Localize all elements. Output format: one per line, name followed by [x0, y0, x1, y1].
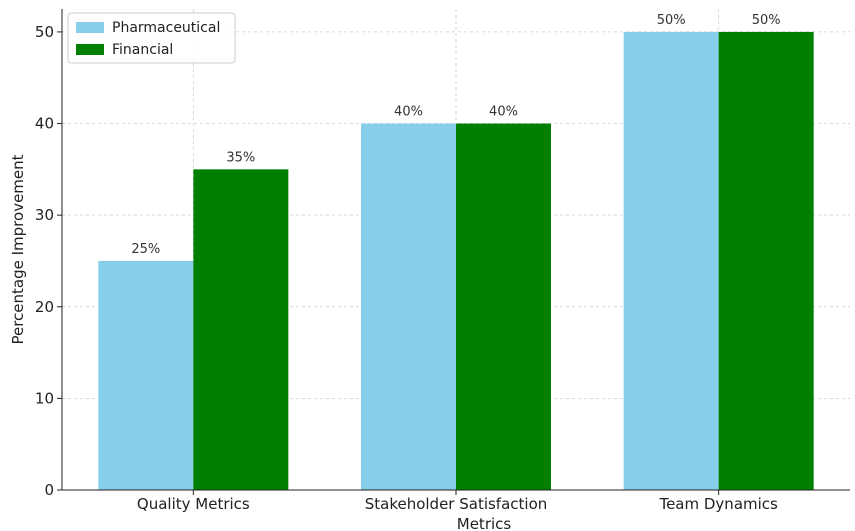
bar-value-label: 25%	[131, 242, 160, 257]
bar-pharmaceutical-0	[98, 260, 194, 490]
y-axis-label: Percentage Improvement	[9, 154, 27, 344]
legend-swatch	[76, 22, 104, 33]
y-tick-labels: 0 10 20 30 40 50	[35, 23, 54, 499]
y-tick-label: 50	[35, 23, 54, 41]
legend: Pharmaceutical Financial	[67, 12, 236, 64]
legend-label: Financial	[112, 42, 173, 58]
y-tick-label: 40	[35, 115, 54, 133]
legend-label: Pharmaceutical	[112, 20, 220, 36]
x-tick-labels: Quality Metrics Stakeholder Satisfaction T…	[137, 495, 778, 513]
y-tick-label: 10	[35, 389, 54, 407]
y-tick-label: 30	[35, 206, 54, 224]
axes	[57, 9, 850, 495]
bar-financial-2	[718, 31, 814, 491]
bar-value-labels: 25% 40% 50% 35% 40% 50%	[131, 13, 780, 257]
x-axis-label: Metrics	[457, 515, 512, 531]
x-tick-label: Stakeholder Satisfaction	[365, 495, 548, 513]
bar-financial-1	[456, 123, 551, 491]
bar-value-label: 40%	[489, 105, 518, 120]
bar-value-label: 50%	[657, 13, 686, 28]
bar-financial-0	[193, 169, 289, 491]
bar-pharmaceutical-1	[361, 123, 456, 491]
x-tick-label: Quality Metrics	[137, 495, 250, 513]
y-tick-label: 0	[44, 481, 54, 499]
bar-value-label: 50%	[752, 13, 781, 28]
bar-value-label: 40%	[394, 105, 423, 120]
legend-swatch	[76, 44, 104, 55]
x-tick-label: Team Dynamics	[658, 495, 778, 513]
bars-group	[98, 31, 814, 491]
legend-box	[67, 12, 236, 64]
y-tick-label: 20	[35, 298, 54, 316]
bar-value-label: 35%	[226, 150, 255, 165]
bar-pharmaceutical-2	[623, 31, 719, 491]
